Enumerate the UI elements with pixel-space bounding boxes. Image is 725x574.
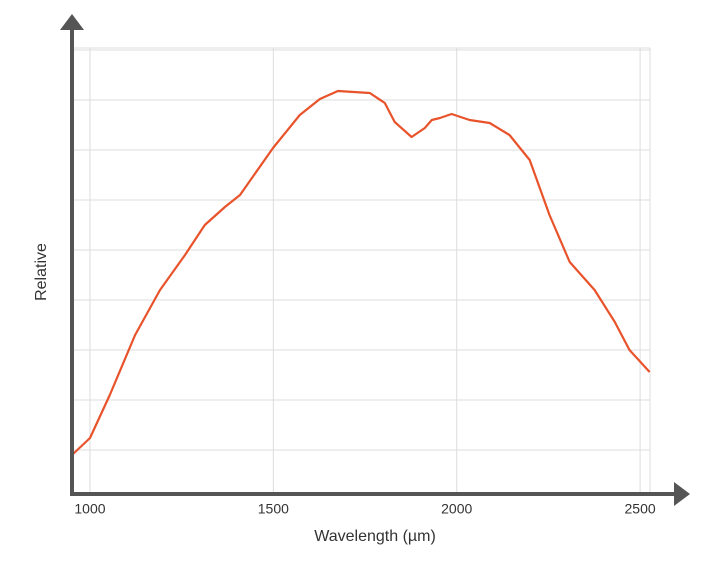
data-line <box>71 89 651 456</box>
x-tick-label: 2000 <box>441 501 472 517</box>
x-tick-label: 2500 <box>625 501 656 517</box>
y-axis-label: Relative <box>33 243 50 301</box>
x-tick-label: 1500 <box>258 501 289 517</box>
x-tick-label: 1000 <box>74 501 105 517</box>
y-axis-arrow <box>60 14 84 30</box>
x-axis-label: Wavelength (µm) <box>314 528 436 545</box>
x-axis-arrow <box>674 482 690 506</box>
